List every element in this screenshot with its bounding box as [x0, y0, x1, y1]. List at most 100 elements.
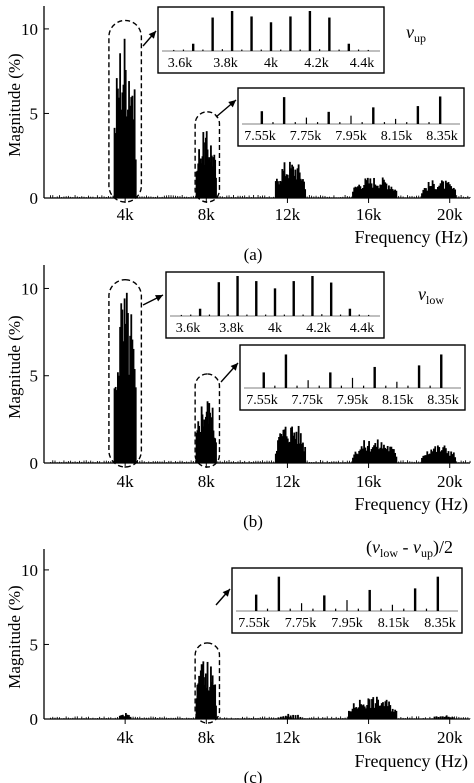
inset-bar — [436, 576, 440, 611]
spectrum-bar — [378, 449, 380, 463]
spectrum-bar — [313, 716, 315, 719]
spectrum-bar — [460, 717, 462, 719]
inset-bar — [347, 43, 351, 51]
inset-bar — [280, 49, 282, 51]
spectrum-bar — [253, 716, 255, 719]
spectrum-bar — [186, 196, 188, 198]
spectrum-bar — [425, 455, 427, 463]
spectrum-bar — [115, 78, 118, 198]
spectrum-bar — [381, 448, 384, 463]
spectrum-bar — [448, 455, 451, 463]
spectrum-bar — [96, 718, 98, 719]
spectrum-bar — [359, 449, 362, 463]
spectrum-bar — [126, 714, 129, 719]
spectrum-bar — [266, 197, 268, 198]
subplot-a: 0 5 10 4k 8k 12k 16k 20k Magnitude (%) Frequency … — [5, 6, 471, 264]
highlight-ellipse — [194, 642, 221, 724]
spectrum-bar — [103, 196, 105, 198]
spectral-band — [195, 661, 217, 719]
spectrum-bar — [161, 196, 163, 198]
spectrum-bar — [392, 190, 395, 198]
spectrum-bar — [274, 453, 277, 463]
x-axis-title: Frequency (Hz) — [355, 494, 468, 515]
spectrum-bar — [146, 195, 147, 198]
spectrum-bar — [295, 179, 298, 198]
spectrum-bar — [120, 109, 123, 198]
spectrum-bar — [152, 461, 154, 463]
inset-bar — [394, 118, 397, 124]
spectrum-bar — [293, 432, 296, 463]
spectrum-bar — [369, 707, 372, 719]
spectrum-bar — [311, 462, 313, 463]
spectrum-bar — [168, 460, 170, 463]
spectrum-bar — [175, 461, 176, 463]
subplot-b: 0 5 10 4k 8k 12k 16k 20k Magnitude (%) Frequency … — [5, 265, 471, 531]
spectrum-bar — [99, 461, 101, 463]
spectrum-bar — [94, 718, 96, 719]
spectrum-bar — [230, 196, 232, 198]
spectrum-bar — [381, 177, 384, 198]
spectrum-bar — [398, 461, 400, 463]
spectrum-bar — [300, 180, 303, 198]
spectrum-bar — [56, 716, 58, 719]
spectrum-bar — [374, 443, 377, 463]
spectrum-bar — [99, 716, 101, 719]
spectrum-bar — [278, 436, 280, 463]
spectrum-bar — [337, 717, 339, 719]
spectrum-bar — [113, 127, 116, 198]
spectrum-bar — [409, 717, 411, 719]
spectrum-bar — [241, 461, 243, 463]
spectrum-bar — [320, 459, 321, 463]
spectrum-bar — [195, 460, 197, 463]
spectrum-bar — [324, 462, 326, 463]
inset-bar — [308, 11, 312, 51]
spectrum-bar — [322, 717, 324, 719]
inset-bar — [227, 314, 229, 316]
spectrum-bar — [378, 705, 381, 719]
spectrum-bar — [297, 164, 300, 198]
spectrum-bar — [188, 196, 190, 198]
spectrum-bar — [154, 196, 156, 198]
spectrum-bar — [279, 433, 282, 463]
spectrum-bar — [177, 716, 179, 719]
inset-bar — [321, 314, 323, 316]
spectrum-bar — [282, 170, 285, 198]
inset-bar — [262, 372, 265, 388]
spectrum-bar — [190, 196, 192, 198]
spectrum-bar — [402, 460, 404, 463]
inset-bar — [250, 16, 253, 52]
spectrum-bar — [368, 441, 370, 463]
spectrum-bar — [127, 313, 129, 463]
inset-bar — [302, 314, 304, 316]
spectrum-bar — [346, 716, 348, 719]
spectrum-bar — [124, 323, 127, 463]
spectrum-bar — [246, 716, 248, 719]
inset-bar — [282, 97, 286, 124]
x-tick-label: 20k — [437, 472, 463, 491]
spectrum-bar — [416, 460, 417, 463]
spectrum-bar — [163, 716, 165, 719]
spectrum-bar — [454, 189, 457, 198]
spectrum-bar — [308, 195, 310, 198]
spectrum-bar — [188, 461, 190, 463]
y-axis-title: Magnitude (%) — [5, 315, 24, 418]
spectrum-bar — [409, 461, 411, 463]
spectrum-bar — [130, 314, 133, 463]
spectrum-bar — [286, 438, 289, 463]
inset-bar — [391, 604, 394, 611]
spectrum-bar — [439, 183, 442, 198]
spectrum-bar — [244, 717, 246, 719]
spectrum-bar — [280, 181, 283, 198]
spectrum-bar — [255, 197, 257, 198]
spectrum-bar — [335, 716, 337, 719]
spectrum-bar — [435, 451, 438, 463]
spectrum-bar — [311, 195, 313, 198]
spectrum-bar — [79, 460, 80, 463]
spectrum-bar — [389, 189, 392, 198]
spectrum-bar — [257, 460, 259, 463]
spectrum-bar — [54, 197, 56, 198]
spectrum-bar — [433, 448, 435, 463]
spectrum-bar — [72, 461, 74, 463]
spectrum-bar — [427, 718, 429, 719]
spectrum-bar — [467, 195, 469, 198]
